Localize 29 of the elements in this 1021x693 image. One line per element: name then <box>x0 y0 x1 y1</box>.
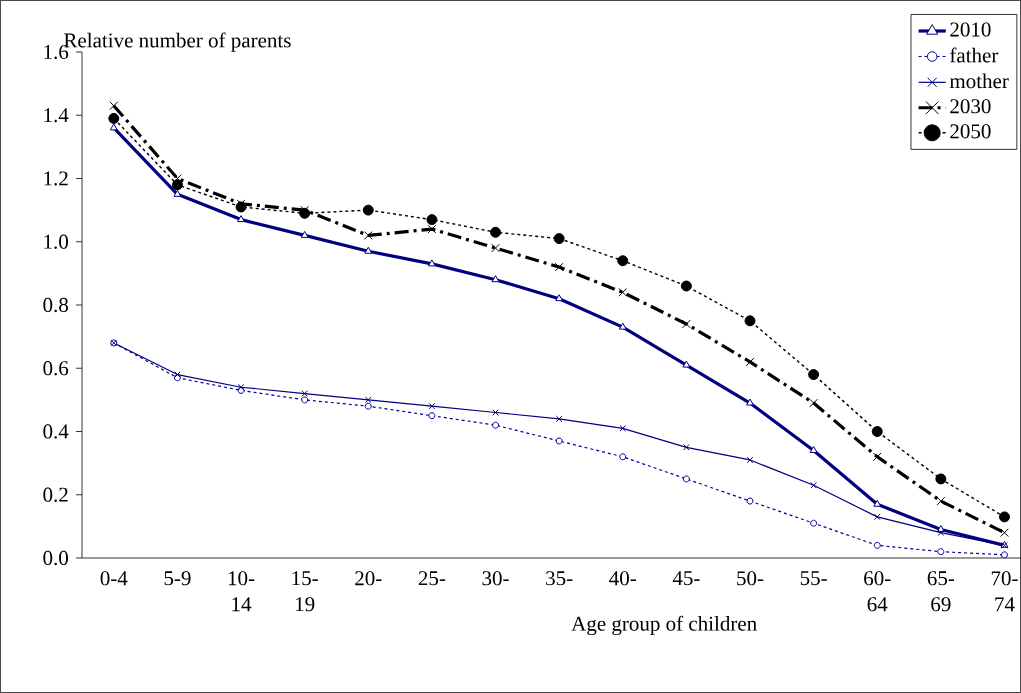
y-tick-label: 1.4 <box>44 108 69 123</box>
x-tick-label: 25- <box>418 571 446 586</box>
x-tick-label: 50- <box>737 571 764 586</box>
x-tick-label: 5-9 <box>164 571 191 586</box>
x-tick-label: 20- <box>355 571 382 586</box>
legend-label: mother <box>949 73 1009 89</box>
legend-label: 2050 <box>950 124 991 139</box>
legend-label: father <box>950 47 999 63</box>
x-tick-label: 45- <box>672 571 700 586</box>
x-tick-label: 65- 69 <box>927 571 955 612</box>
y-tick-label: 0.4 <box>43 424 69 439</box>
y-tick-label: 1.2 <box>44 171 68 186</box>
legend-label: 2030 <box>950 99 991 114</box>
x-tick-label: 30- <box>482 571 509 586</box>
x-tick-label: 70- 74 <box>991 571 1018 612</box>
legend-label: 2010 <box>950 22 991 37</box>
x-tick-label: 60- 64 <box>864 571 891 612</box>
y-tick-label: 0.0 <box>43 550 68 566</box>
x-tick-label: 40- <box>609 571 636 586</box>
x-tick-label: 0-4 <box>100 571 128 586</box>
y-tick-label: 0.2 <box>43 487 68 502</box>
x-tick-label: 15- 19 <box>292 571 318 612</box>
y-tick-label: 1.0 <box>44 234 68 249</box>
x-axis-title: Age group of children <box>571 615 757 636</box>
y-tick-label: 0.8 <box>43 297 68 313</box>
x-tick-label: 35- <box>546 571 573 586</box>
x-tick-label: 55- <box>800 571 827 586</box>
y-tick-label: 0.6 <box>43 361 69 376</box>
x-tick-label: 10- 14 <box>228 571 255 612</box>
